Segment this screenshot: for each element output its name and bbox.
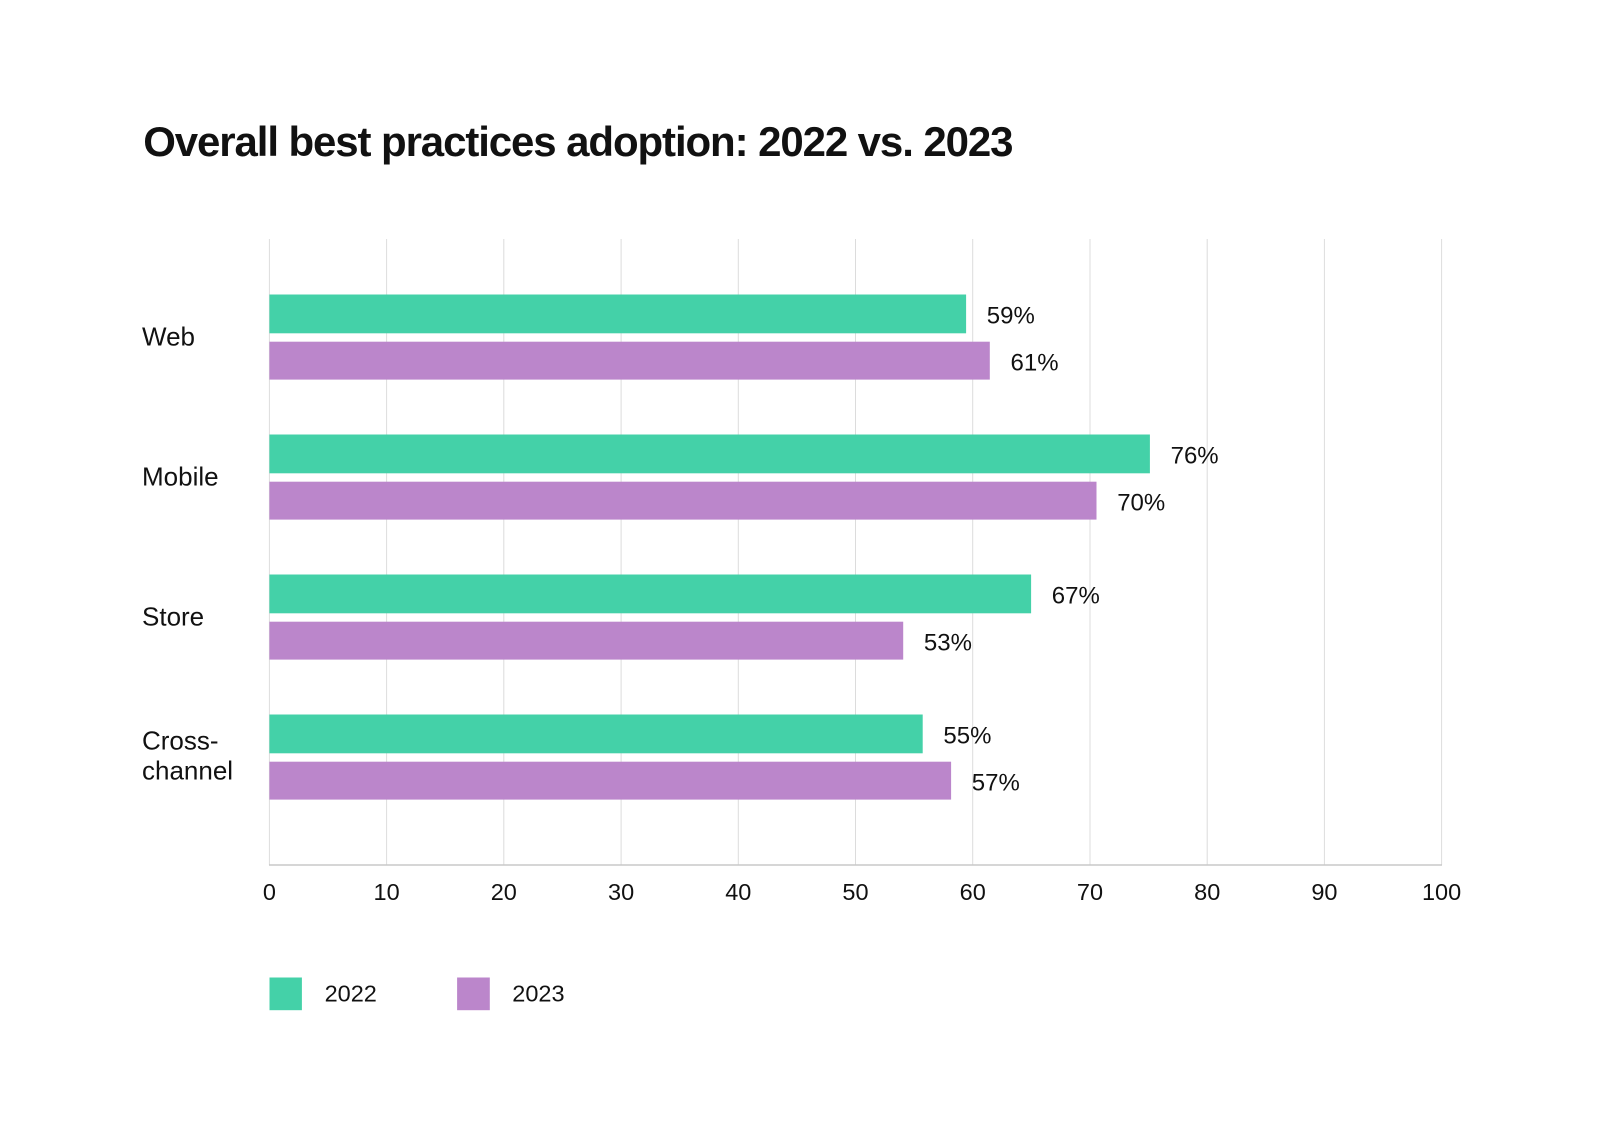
svg-text:67%: 67% — [1052, 583, 1100, 610]
svg-text:Cross-: Cross- — [142, 726, 219, 756]
svg-text:50: 50 — [842, 879, 868, 905]
svg-text:70%: 70% — [1117, 490, 1165, 517]
svg-text:Overall best practices adoptio: Overall best practices adoption: 2022 vs… — [143, 118, 1012, 165]
svg-text:30: 30 — [608, 879, 634, 905]
svg-text:59%: 59% — [987, 303, 1035, 330]
svg-text:2022: 2022 — [325, 981, 377, 1007]
svg-text:Web: Web — [142, 322, 195, 352]
svg-text:0: 0 — [263, 879, 276, 905]
svg-text:60: 60 — [960, 879, 986, 905]
svg-text:20: 20 — [491, 879, 517, 905]
svg-text:2023: 2023 — [512, 981, 564, 1007]
svg-text:80: 80 — [1194, 879, 1220, 905]
svg-text:61%: 61% — [1011, 350, 1059, 377]
svg-text:Store: Store — [142, 602, 204, 632]
svg-text:channel: channel — [142, 756, 233, 786]
svg-text:40: 40 — [725, 879, 751, 905]
svg-text:76%: 76% — [1171, 443, 1219, 470]
svg-text:70: 70 — [1077, 879, 1103, 905]
svg-text:57%: 57% — [972, 770, 1020, 797]
svg-text:90: 90 — [1311, 879, 1337, 905]
svg-text:55%: 55% — [943, 723, 991, 750]
svg-text:100: 100 — [1422, 879, 1461, 905]
svg-text:53%: 53% — [924, 630, 972, 657]
svg-text:Mobile: Mobile — [142, 462, 219, 492]
svg-text:10: 10 — [374, 879, 400, 905]
